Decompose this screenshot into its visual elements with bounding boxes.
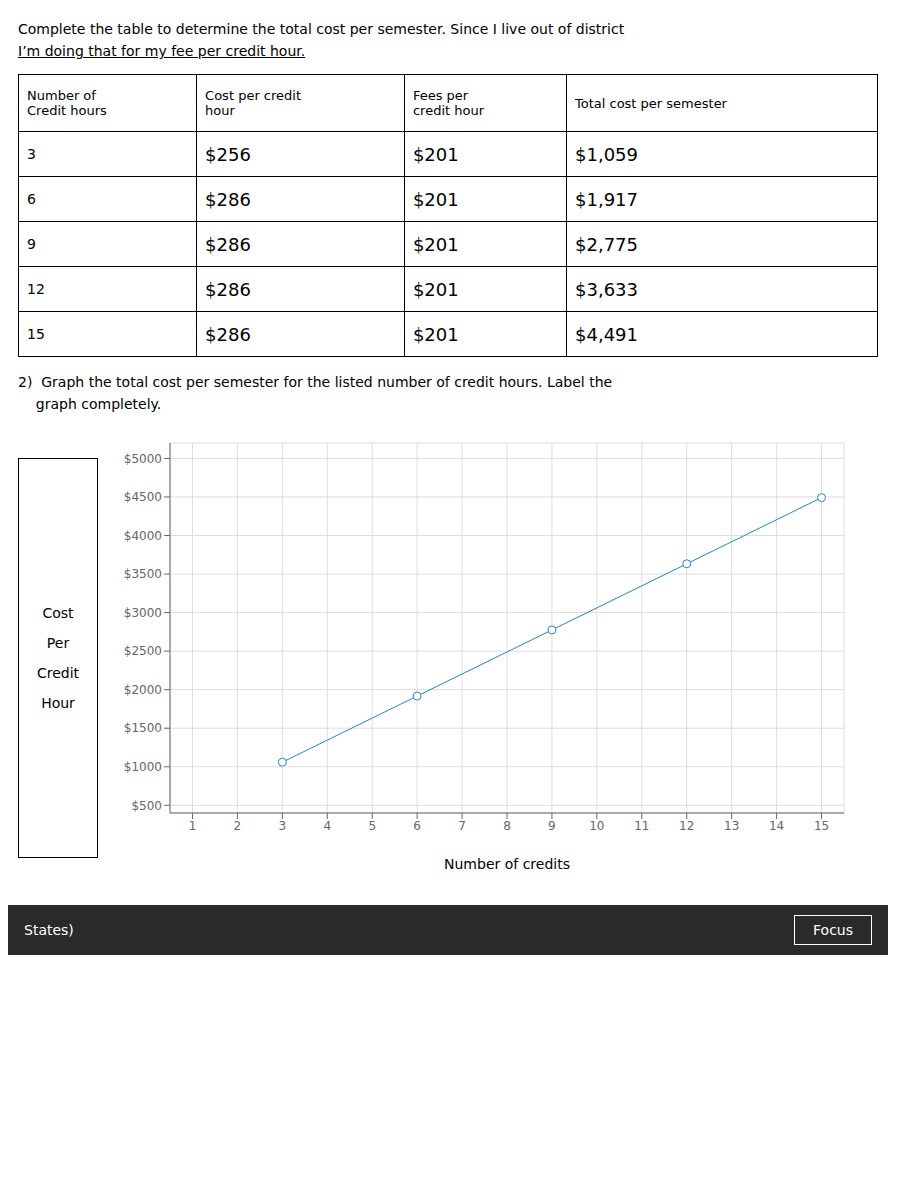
- html-text:$256: $256: [205, 143, 251, 165]
- svg-text:11: 11: [634, 819, 649, 833]
- html-text:Cost: Cost: [42, 605, 74, 621]
- svg-text:$1000: $1000: [124, 760, 162, 774]
- svg-text:10: 10: [589, 819, 604, 833]
- html-text:$4,491: $4,491: [575, 323, 638, 345]
- svg-text:$3000: $3000: [124, 606, 162, 620]
- html-text:Number of Credit hours: Number of Credit hours: [27, 88, 107, 118]
- html-text:12: 12: [27, 281, 45, 297]
- html-text:Total cost per semester: Total cost per semester: [575, 95, 727, 111]
- svg-text:2: 2: [234, 819, 242, 833]
- html-text:$286: $286: [205, 323, 251, 345]
- svg-text:4: 4: [323, 819, 331, 833]
- svg-text:$2500: $2500: [124, 644, 162, 658]
- html-text:$3,633: $3,633: [575, 278, 638, 300]
- html-text:graph completely.: graph completely.: [18, 396, 162, 412]
- html-text:$201: $201: [412, 278, 459, 300]
- html-text:$286: $286: [205, 233, 251, 255]
- svg-text:1: 1: [189, 819, 197, 833]
- html-text:$201: $201: [412, 143, 459, 165]
- html-text:3: 3: [27, 146, 36, 162]
- html-text:$286: $286: [205, 188, 251, 210]
- html-text:$286: $286: [205, 278, 251, 300]
- html-text:$201: $201: [412, 323, 459, 345]
- html-text:Hour: Hour: [41, 695, 75, 711]
- html-text:Credit: Credit: [36, 665, 79, 681]
- html-text:$1,917: $1,917: [575, 188, 638, 210]
- svg-text:6: 6: [413, 819, 421, 833]
- html-text:Focus: Focus: [813, 922, 853, 938]
- svg-text:$500: $500: [131, 799, 162, 813]
- html-text:$201: $201: [412, 233, 459, 255]
- html-text:6: 6: [27, 191, 36, 207]
- svg-text:12: 12: [679, 819, 694, 833]
- svg-text:$4500: $4500: [124, 490, 162, 504]
- html-text:I’m doing that for my fee per: I’m doing that for my fee per credit hou…: [18, 43, 306, 59]
- html-text:$1,059: $1,059: [575, 143, 638, 165]
- html-text:9: 9: [27, 236, 36, 252]
- html-text:Complete the table to determin: Complete the table to determine the tota…: [18, 21, 625, 37]
- svg-text:14: 14: [769, 819, 784, 833]
- svg-text:7: 7: [458, 819, 466, 833]
- html-text:Cost per credit hour: Cost per credit hour: [205, 88, 301, 118]
- html-text:Per: Per: [46, 635, 70, 651]
- svg-text:$2000: $2000: [124, 683, 162, 697]
- svg-text:3: 3: [279, 819, 287, 833]
- svg-text:8: 8: [503, 819, 511, 833]
- html-text:States): States): [24, 922, 74, 938]
- svg-text:5: 5: [368, 819, 376, 833]
- svg-text:9: 9: [548, 819, 556, 833]
- svg-text:Number of credits: Number of credits: [444, 856, 570, 872]
- svg-text:$5000: $5000: [124, 452, 162, 466]
- svg-text:$1500: $1500: [124, 721, 162, 735]
- html-text:$2,775: $2,775: [575, 233, 638, 255]
- html-text:$201: $201: [412, 188, 459, 210]
- html-text:2) Graph the total cost per se: 2) Graph the total cost per semester for…: [18, 374, 613, 390]
- svg-text:$4000: $4000: [124, 529, 162, 543]
- svg-text:15: 15: [814, 819, 829, 833]
- svg-text:$3500: $3500: [124, 567, 162, 581]
- html-text:15: 15: [27, 326, 45, 342]
- svg-text:13: 13: [724, 819, 739, 833]
- html-text:Fees per credit hour: Fees per credit hour: [412, 88, 484, 118]
